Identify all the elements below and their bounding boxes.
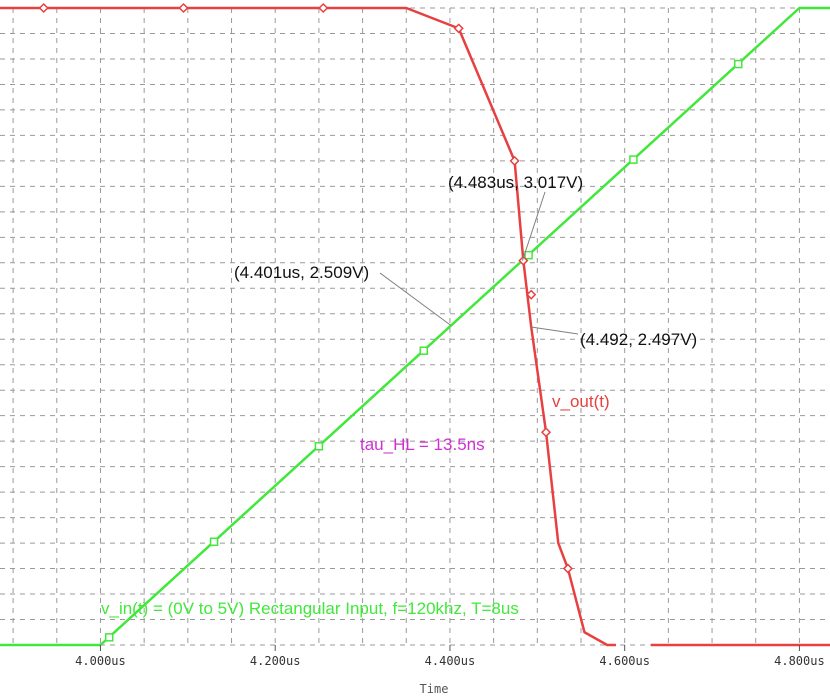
annotation-point-4492: (4.492, 2.497V)	[580, 330, 697, 349]
annotation-leader	[379, 272, 452, 326]
vin-marker	[314, 442, 324, 451]
x-axis: 4.000us 4.200us 4.400us 4.600us 4.800us	[75, 645, 825, 668]
series-layer	[0, 2, 830, 647]
vin-marker	[524, 250, 533, 260]
vin-series-line	[0, 6, 830, 647]
x-tick-label: 4.400us	[425, 654, 476, 668]
x-tick-label: 4.200us	[250, 654, 301, 668]
vout-marker	[178, 2, 189, 14]
annotation-point-4401: (4.401us, 2.509V)	[234, 263, 369, 282]
vin-marker	[209, 537, 219, 547]
vin-marker	[419, 346, 428, 355]
vout-marker	[38, 2, 49, 14]
x-axis-title: Time	[420, 682, 449, 696]
annotation-point-4483: (4.483us, 3.017V)	[448, 173, 583, 192]
grid-lines	[0, 7, 830, 646]
vout-marker	[518, 255, 529, 266]
vout-marker	[526, 289, 537, 300]
vout-marker	[318, 2, 329, 14]
vout-marker	[509, 155, 520, 166]
vout-marker	[562, 563, 573, 574]
annotation-leaders	[379, 191, 579, 335]
x-tick-label: 4.000us	[75, 654, 126, 668]
annotation-leader	[521, 191, 546, 261]
vin-marker	[104, 633, 114, 642]
vout-marker	[540, 427, 552, 438]
vout-series-label: v_out(t)	[552, 392, 610, 411]
vin-series-label: v_in(t) = (0V to 5V) Rectangular Input, …	[101, 599, 519, 618]
x-tick-label: 4.800us	[774, 654, 825, 668]
x-tick-label: 4.600us	[599, 654, 650, 668]
annotation-leader	[530, 326, 579, 335]
vout-series-line	[0, 6, 616, 647]
tau-hl-label: tau_HL = 13.5ns	[360, 435, 485, 454]
vout-marker	[453, 23, 464, 34]
vin-marker	[629, 155, 638, 164]
vin-marker	[734, 59, 743, 69]
